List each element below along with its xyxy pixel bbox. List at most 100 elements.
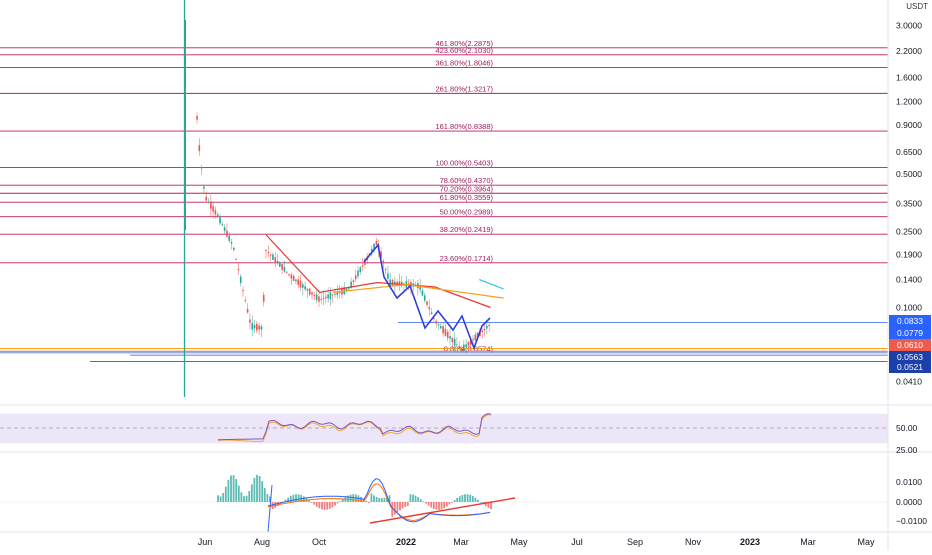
macd-histogram-bar: [326, 502, 329, 510]
macd-histogram-bar: [297, 494, 300, 502]
macd-histogram-bar: [432, 502, 435, 509]
candle-body: [435, 320, 438, 324]
candle-body: [325, 296, 327, 298]
candle-body: [299, 280, 302, 288]
candle-body: [446, 331, 449, 338]
macd-histogram-bar: [258, 476, 261, 502]
macd-histogram-bar: [292, 494, 295, 502]
macd-histogram-bar: [222, 493, 225, 502]
candle-body: [453, 338, 456, 346]
fib-label: 23.60%(0.1714): [440, 254, 494, 263]
candles: [185, 20, 490, 354]
rsi-tick-label: 50.00: [896, 423, 918, 433]
macd-histogram-bar: [425, 502, 427, 504]
time-tick-label: 2023: [740, 537, 760, 547]
candle-body: [391, 279, 394, 286]
candle-body: [253, 324, 256, 329]
candle-body: [297, 279, 300, 285]
candle-body: [285, 271, 288, 273]
candle-body: [373, 243, 375, 250]
macd-histogram-bar: [401, 502, 404, 509]
macd-histogram-bar: [237, 485, 240, 502]
macd-histogram-bar: [466, 494, 469, 502]
price-badge: [889, 327, 931, 339]
macd-histogram-bar: [484, 502, 487, 507]
macd-histogram-bar: [235, 479, 238, 502]
macd-trend-line: [369, 497, 516, 524]
time-axis[interactable]: Jun Aug Oct 2022 Mar May Jul Sep Nov 2023 Mar May: [198, 537, 875, 547]
candle-body: [249, 319, 251, 323]
fib-label: 0.00%(0.0574): [444, 345, 494, 354]
price-badge: [889, 361, 931, 373]
time-tick-label: Jul: [571, 537, 583, 547]
fib-label: 100.00%(0.5403): [435, 159, 493, 168]
price-badge-label: 0.0833: [897, 316, 923, 326]
candle-body: [198, 145, 201, 152]
candle-body: [203, 186, 205, 189]
price-badge-label: 0.0563: [897, 352, 923, 362]
moving-average-line: [265, 234, 491, 309]
candle-body: [336, 291, 339, 295]
candle-body: [315, 294, 318, 301]
candle-body: [352, 280, 355, 282]
candle-body: [283, 267, 286, 272]
candle-body: [295, 279, 297, 282]
macd-histogram-bar: [232, 475, 235, 502]
price-tick-label: 0.5000: [896, 169, 922, 179]
candle-body: [260, 326, 263, 330]
price-axis-unit: USDT: [906, 2, 928, 11]
macd-histogram-bar: [464, 494, 466, 502]
macd-histogram-bar: [243, 496, 245, 502]
macd-histogram-bar: [284, 499, 287, 502]
macd-histogram-bar: [383, 497, 386, 502]
price-tick-label: 0.2500: [896, 226, 922, 236]
candle-body: [233, 247, 235, 250]
macd-pane[interactable]: [0, 455, 888, 532]
time-tick-label: 2022: [396, 537, 416, 547]
macd-histogram-bar: [474, 497, 477, 502]
macd-indicator: [0, 474, 888, 533]
macd-histogram-bar: [430, 502, 433, 508]
fib-label: 50.00%(0.2989): [440, 208, 494, 217]
candle-body: [382, 260, 385, 264]
candle-body: [207, 201, 210, 203]
macd-histogram-bar: [471, 496, 474, 502]
macd-histogram-bar: [375, 496, 378, 502]
candle-body: [359, 267, 362, 272]
macd-histogram-bar: [422, 501, 425, 503]
candle-body: [481, 330, 484, 332]
candle-body: [230, 241, 233, 244]
macd-histogram-bar: [256, 474, 258, 502]
time-tick-label: May: [510, 537, 528, 547]
wave-drawing: [363, 243, 491, 351]
price-tick-label: 0.1900: [896, 249, 922, 259]
time-tick-label: May: [857, 537, 875, 547]
macd-histogram-bar: [440, 502, 443, 510]
candle-body: [311, 292, 313, 295]
macd-axis[interactable]: 0.0100 0.0000 −0.0100: [896, 477, 927, 526]
candle-body: [318, 296, 320, 302]
candle-body: [469, 338, 472, 345]
macd-histogram-bar: [295, 494, 297, 502]
macd-histogram-bar: [289, 495, 292, 502]
macd-histogram-bar: [380, 498, 383, 502]
macd-histogram-bar: [269, 496, 271, 502]
macd-histogram-bar: [412, 494, 414, 502]
candle-body: [251, 322, 254, 330]
macd-histogram-bar: [219, 496, 222, 502]
rsi-axis[interactable]: 50.00 25.00: [896, 423, 918, 455]
price-tick-label: 0.1400: [896, 275, 922, 285]
macd-histogram-bar: [217, 495, 219, 502]
macd-histogram-bar: [373, 495, 375, 502]
macd-histogram-bar: [334, 502, 336, 506]
candle-body: [258, 325, 260, 330]
macd-histogram-bar: [263, 488, 266, 502]
wave-line: [363, 243, 491, 351]
candle-body: [396, 281, 398, 285]
fib-label: 161.80%(0.8388): [435, 122, 493, 131]
candle-body: [458, 346, 461, 349]
macd-histogram-bar: [378, 497, 381, 502]
candle-body: [276, 260, 279, 264]
